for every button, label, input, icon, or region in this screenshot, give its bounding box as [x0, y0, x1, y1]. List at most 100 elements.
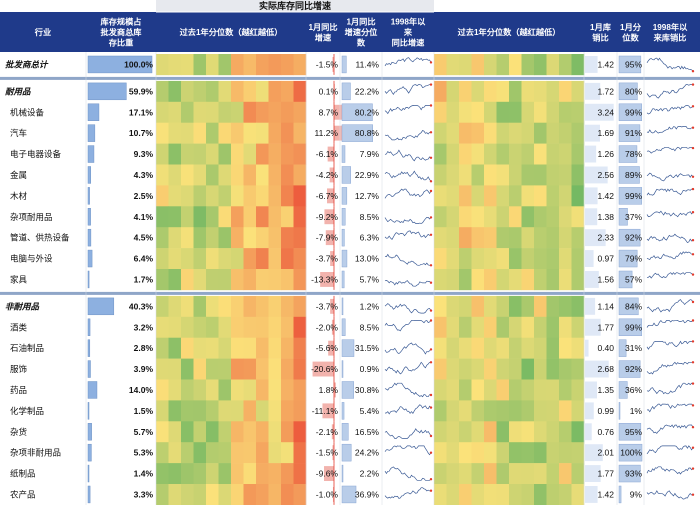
yoy-pct-bar: [341, 145, 346, 163]
heat-cell: [281, 295, 294, 318]
yoy-pct-value: 6.3%: [360, 233, 380, 243]
share-bar: [87, 166, 92, 184]
heat-cell: [509, 400, 522, 422]
heat-cell: [459, 80, 472, 103]
sparkline-last-point: [429, 281, 433, 284]
heat-cell: [193, 484, 207, 505]
heat-cell: [559, 400, 572, 422]
share-value: 4.1%: [134, 212, 154, 222]
yoy-value: -7.9%: [316, 233, 339, 243]
heat-cell: [181, 122, 194, 144]
heat-cell: [546, 185, 560, 207]
heat-cell: [293, 295, 307, 318]
ratio-pct-bar: [618, 381, 628, 399]
yoy-pct-bar: [341, 124, 373, 142]
heat-cell: [256, 463, 269, 485]
heat-cell: [459, 122, 472, 144]
sparkline: [646, 210, 694, 218]
ratio-pct-bar: [618, 208, 628, 226]
heat-cell: [534, 400, 547, 422]
heat-cell: [484, 337, 497, 359]
heat-cell: [546, 379, 560, 401]
heat-cell: [546, 227, 560, 249]
heat-cell: [256, 101, 269, 123]
heat-cell: [206, 164, 219, 186]
yoy-pct-bar: [341, 318, 346, 336]
sparkline: [384, 230, 432, 240]
heat-cell: [496, 206, 510, 228]
heat-cell: [446, 248, 460, 270]
header-col-7-line-0: 1月库: [590, 22, 611, 32]
share-value: 17.1%: [129, 107, 154, 117]
heat-cell: [559, 484, 572, 505]
heat-cell: [268, 206, 282, 228]
heat-cell: [181, 379, 194, 401]
heat-cell: [484, 463, 497, 485]
heat-cell: [509, 316, 522, 338]
heat-cell: [206, 337, 219, 359]
heat-cell: [231, 337, 244, 359]
heat-cell: [281, 164, 294, 186]
ratio-value: 1.35: [597, 385, 614, 395]
heat-cell: [156, 295, 169, 318]
heat-cell: [459, 185, 472, 207]
heat-cell: [471, 164, 485, 186]
heat-cell: [256, 80, 269, 103]
row-name: 电脑与外设: [10, 254, 53, 264]
heat-cell: [243, 80, 257, 103]
sparkline-last-point: [429, 348, 433, 351]
heat-cell: [484, 206, 497, 228]
heat-cell: [293, 227, 307, 249]
row-name: 金属: [10, 170, 27, 180]
share-bar: [87, 339, 91, 357]
heat-cell: [168, 316, 182, 338]
heat-cell: [484, 54, 497, 76]
heat-cell: [546, 101, 560, 123]
heat-cell: [206, 358, 219, 380]
heat-cell: [484, 484, 497, 505]
header-col-3-line-1: 增速: [315, 32, 332, 42]
row-name: 杂项非耐用品: [10, 448, 61, 458]
sparkline-last-point: [691, 361, 695, 364]
share-bar: [87, 423, 92, 441]
heat-cell: [446, 400, 460, 422]
yoy-bar: [327, 146, 334, 162]
sparkline: [384, 253, 431, 266]
heat-cell: [459, 442, 472, 464]
yoy-pct-bar: [341, 249, 348, 268]
heat-cell: [471, 122, 485, 144]
heat-cell: [459, 463, 472, 485]
heat-cell: [446, 316, 460, 338]
ratio-pct-bar: [618, 103, 643, 121]
heat-cell: [496, 248, 510, 270]
heat-cell: [521, 143, 535, 165]
heat-cell: [193, 358, 207, 380]
heat-cell: [571, 248, 585, 270]
yoy-pct-value: 22.9%: [355, 170, 380, 180]
heat-cell: [293, 484, 307, 505]
heat-cell: [434, 206, 447, 228]
heat-cell: [218, 400, 232, 422]
ratio-pct-bar: [618, 464, 641, 483]
heat-cell: [231, 122, 244, 144]
yoy-pct-bar: [341, 339, 355, 357]
yoy-bar: [332, 445, 334, 461]
sparkline-last-point: [691, 382, 695, 385]
heat-cell: [168, 206, 182, 228]
heat-cell: [168, 248, 182, 270]
heat-cell: [231, 101, 244, 123]
heat-cell: [571, 80, 585, 103]
group-separator: [0, 291, 700, 295]
ratio-value: 1.42: [597, 59, 614, 69]
heat-cell: [293, 122, 307, 144]
heat-cell: [193, 316, 207, 338]
heat-cell: [559, 337, 572, 359]
heat-cell: [546, 316, 560, 338]
row-name: 化学制品: [10, 406, 44, 416]
heat-cell: [243, 185, 257, 207]
ratio-value: 3.24: [597, 107, 614, 117]
sparkline-last-point: [429, 216, 433, 219]
heat-cell: [181, 463, 194, 485]
ratio-value: 2.01: [597, 448, 614, 458]
